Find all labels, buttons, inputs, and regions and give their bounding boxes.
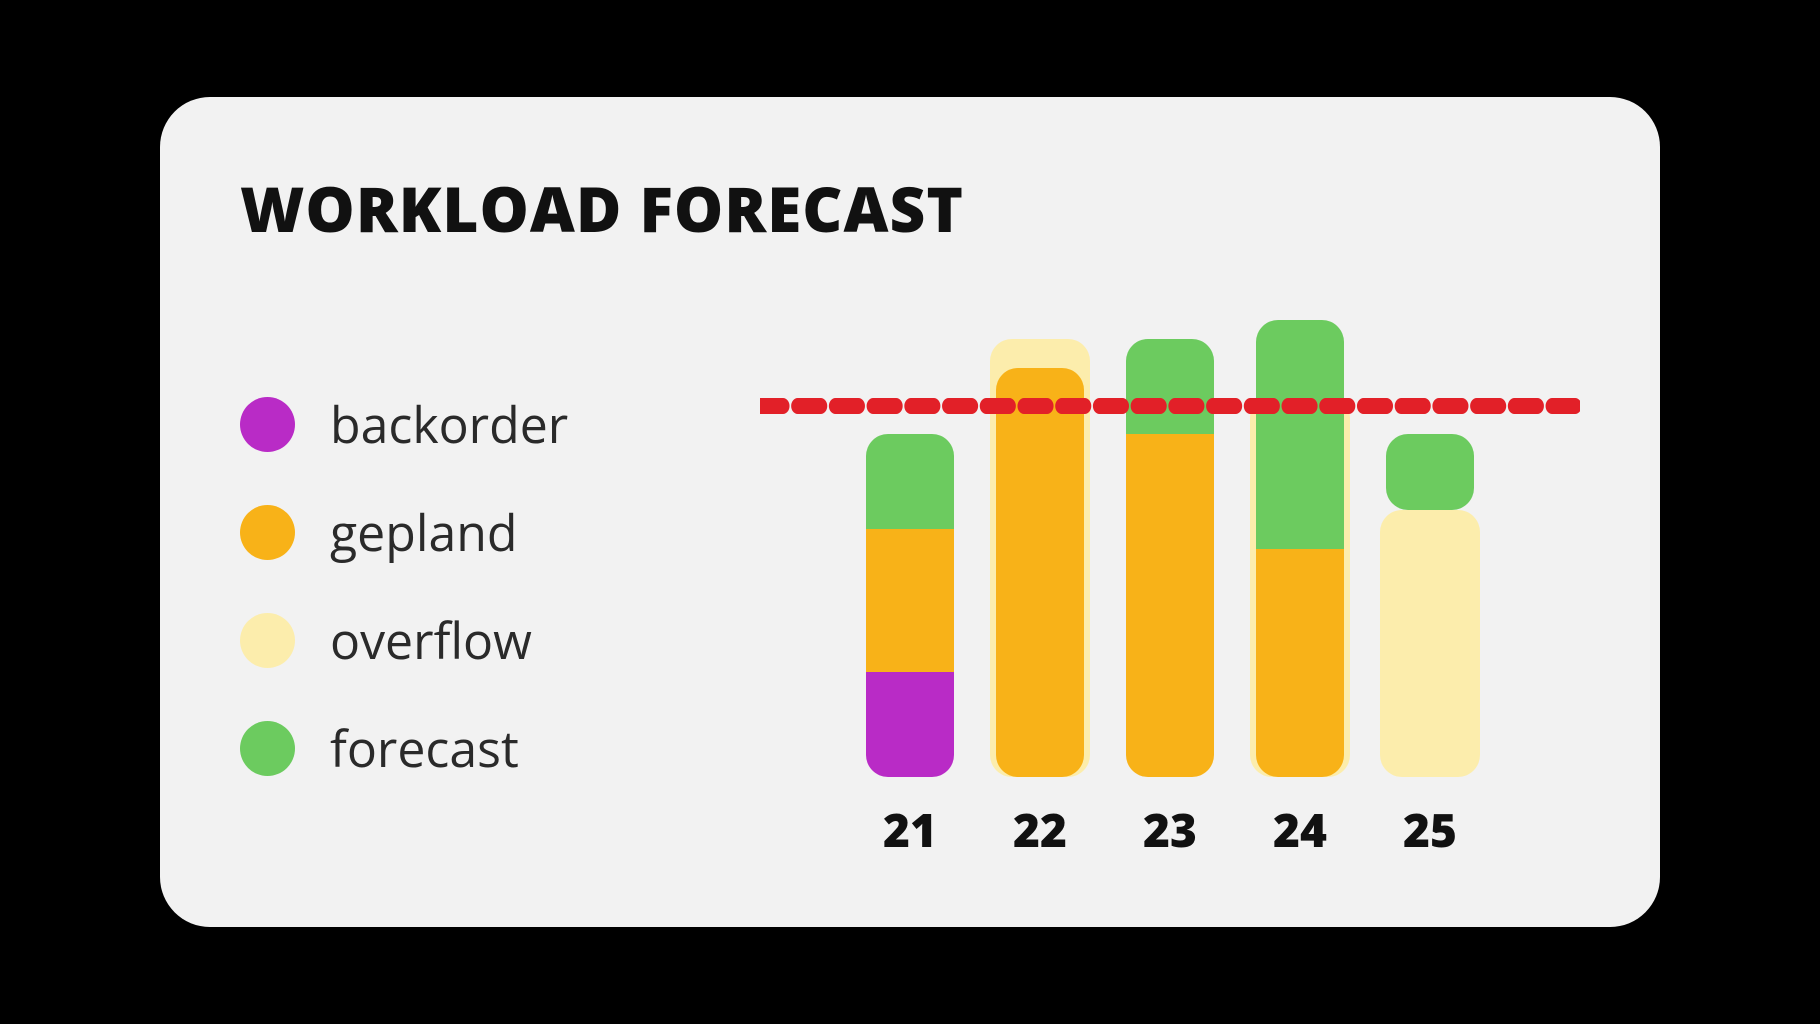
legend-item-backorder: backorder [240, 390, 760, 458]
workload-forecast-card: WORKLOAD FORECAST backorder gepland overfl… [160, 97, 1660, 927]
card-title: WORKLOAD FORECAST [240, 167, 1580, 251]
workload-forecast-card-wrapper: WORKLOAD FORECAST backorder gepland overfl… [160, 97, 1660, 927]
legend-item-gepland: gepland [240, 498, 760, 566]
x-label-23: 23 [1120, 799, 1220, 861]
bar-seg-23-forecast [1126, 339, 1214, 434]
bar-front-25 [1386, 434, 1474, 510]
bar-front-23 [1126, 339, 1214, 777]
legend-label-forecast: forecast [330, 714, 519, 782]
bar-slot-23 [1120, 301, 1220, 777]
chart-legend: backorder gepland overflow forecast [240, 301, 760, 861]
chart-area: 21 22 23 24 25 [760, 301, 1580, 861]
bar-slot-24 [1250, 301, 1350, 777]
bar-seg-21-gepland [866, 529, 954, 672]
legend-label-gepland: gepland [330, 498, 517, 566]
x-label-22: 22 [990, 799, 1090, 861]
bar-front-22 [996, 368, 1084, 777]
legend-item-overflow: overflow [240, 606, 760, 674]
legend-label-overflow: overflow [330, 606, 532, 674]
legend-label-backorder: backorder [330, 390, 568, 458]
x-label-21: 21 [860, 799, 960, 861]
x-label-24: 24 [1250, 799, 1350, 861]
bar-seg-22-gepland [996, 368, 1084, 777]
x-label-25: 25 [1380, 799, 1480, 861]
bar-seg-21-forecast [866, 434, 954, 529]
bar-slot-22 [990, 301, 1090, 777]
card-content: backordergeplandoverflowforecast 2122232… [240, 301, 1580, 861]
bar-slot-21 [860, 301, 960, 777]
bar-seg-25-forecast [1386, 434, 1474, 510]
legend-swatch-backorder [240, 397, 295, 452]
legend-swatch-overflow [240, 613, 295, 668]
legend-swatch-gepland [240, 505, 295, 560]
bar-seg-23-gepland [1126, 434, 1214, 777]
bar-seg-24-forecast [1256, 320, 1344, 548]
bar-slot-25 [1380, 301, 1480, 777]
legend-item-forecast: forecast [240, 714, 760, 782]
bar-seg-21-backorder [866, 672, 954, 777]
legend-swatch-forecast [240, 721, 295, 776]
bar-back-25 [1380, 510, 1480, 777]
bars-region [760, 301, 1580, 777]
x-axis: 21 22 23 24 25 [760, 777, 1580, 861]
bar-front-21 [866, 434, 954, 777]
bar-front-24 [1256, 320, 1344, 777]
bar-seg-24-gepland [1256, 549, 1344, 777]
bar-seg-25-overflow [1380, 510, 1480, 777]
